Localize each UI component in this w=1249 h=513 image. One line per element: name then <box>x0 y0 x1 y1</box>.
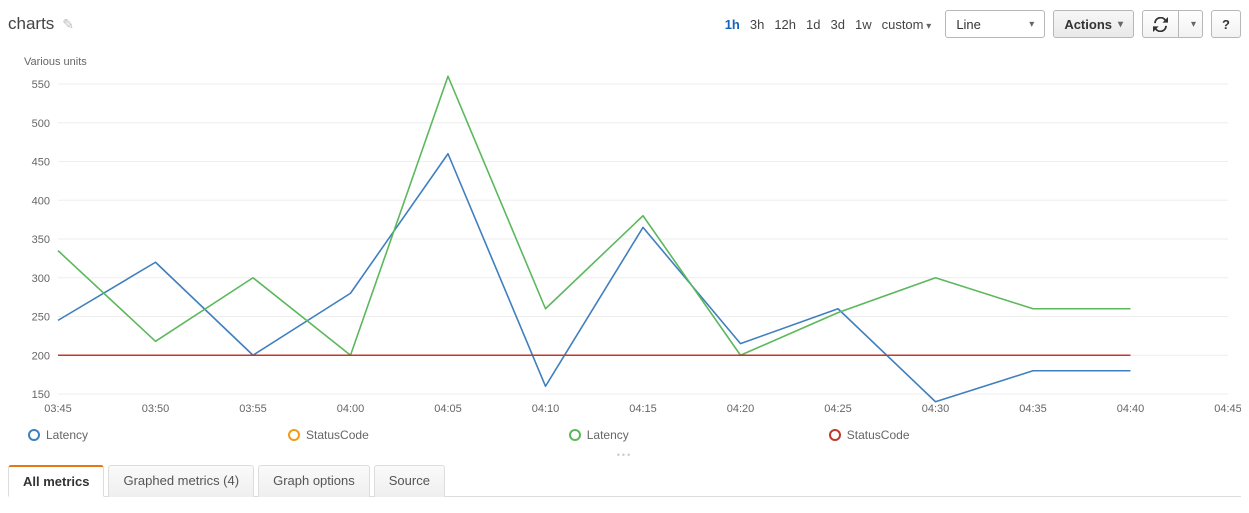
chart-legend: Latency StatusCode Latency StatusCode <box>8 428 1241 442</box>
tab-graph-options[interactable]: Graph options <box>258 465 370 497</box>
svg-text:04:05: 04:05 <box>434 403 462 415</box>
time-range-3h[interactable]: 3h <box>750 17 764 32</box>
actions-label: Actions <box>1064 17 1112 32</box>
time-range-12h[interactable]: 12h <box>774 17 796 32</box>
svg-text:550: 550 <box>32 79 50 91</box>
legend-item[interactable]: StatusCode <box>288 428 369 442</box>
svg-text:04:20: 04:20 <box>727 403 755 415</box>
svg-text:350: 350 <box>32 234 50 246</box>
chevron-down-icon: ▾ <box>1029 19 1034 30</box>
svg-text:04:35: 04:35 <box>1019 403 1047 415</box>
y-axis-label: Various units <box>24 56 1241 68</box>
refresh-button[interactable] <box>1142 10 1178 38</box>
chevron-down-icon: ▾ <box>1191 19 1196 30</box>
chevron-down-icon: ▾ <box>1118 19 1123 30</box>
time-range-1d[interactable]: 1d <box>806 17 820 32</box>
refresh-button-group: ▾ <box>1142 10 1203 38</box>
legend-item[interactable]: Latency <box>569 428 629 442</box>
svg-text:450: 450 <box>32 157 50 169</box>
svg-text:200: 200 <box>32 350 50 362</box>
svg-text:04:30: 04:30 <box>922 403 950 415</box>
resize-grip-icon[interactable]: ••• <box>8 450 1241 460</box>
svg-text:150: 150 <box>32 389 50 401</box>
svg-text:400: 400 <box>32 195 50 207</box>
svg-text:300: 300 <box>32 273 50 285</box>
svg-text:04:10: 04:10 <box>532 403 560 415</box>
tabs-bar: All metricsGraphed metrics (4)Graph opti… <box>8 464 1241 497</box>
legend-label: StatusCode <box>847 428 910 442</box>
chart-type-value: Line <box>956 17 981 32</box>
tab-source[interactable]: Source <box>374 465 445 497</box>
svg-text:250: 250 <box>32 312 50 324</box>
time-range-3d[interactable]: 3d <box>831 17 845 32</box>
legend-swatch <box>288 429 300 441</box>
refresh-icon <box>1153 17 1168 32</box>
header-controls: Line ▾ Actions ▾ ▾ ? <box>945 10 1241 38</box>
svg-text:03:50: 03:50 <box>142 403 170 415</box>
header-bar: charts ✎ 1h 3h 12h 1d 3d 1w custom Line ▾ Acti… <box>8 6 1241 42</box>
legend-label: Latency <box>587 428 629 442</box>
legend-swatch <box>569 429 581 441</box>
page-title: charts <box>8 14 54 34</box>
svg-text:04:40: 04:40 <box>1117 403 1145 415</box>
legend-swatch <box>28 429 40 441</box>
svg-text:03:45: 03:45 <box>44 403 72 415</box>
legend-item[interactable]: StatusCode <box>829 428 910 442</box>
svg-text:04:15: 04:15 <box>629 403 657 415</box>
refresh-menu-button[interactable]: ▾ <box>1178 10 1203 38</box>
time-range-1w[interactable]: 1w <box>855 17 872 32</box>
tab-all-metrics[interactable]: All metrics <box>8 465 104 497</box>
chart-type-select[interactable]: Line ▾ <box>945 10 1045 38</box>
time-range-custom[interactable]: custom <box>882 17 932 32</box>
actions-button[interactable]: Actions ▾ <box>1053 10 1134 38</box>
svg-text:03:55: 03:55 <box>239 403 267 415</box>
legend-item[interactable]: Latency <box>28 428 88 442</box>
svg-text:04:25: 04:25 <box>824 403 852 415</box>
svg-text:04:45: 04:45 <box>1214 403 1241 415</box>
help-icon: ? <box>1222 17 1230 32</box>
tab-graphed-metrics-4[interactable]: Graphed metrics (4) <box>108 465 254 497</box>
edit-title-icon[interactable]: ✎ <box>62 16 74 33</box>
svg-text:500: 500 <box>32 118 50 130</box>
svg-text:04:00: 04:00 <box>337 403 365 415</box>
legend-label: StatusCode <box>306 428 369 442</box>
help-button[interactable]: ? <box>1211 10 1241 38</box>
time-range-1h[interactable]: 1h <box>725 17 740 32</box>
line-chart: 150 200 250 300 350 400 450 500 550 03:45 03:50 03:… <box>8 74 1241 424</box>
legend-swatch <box>829 429 841 441</box>
chart-area: 150 200 250 300 350 400 450 500 550 03:45 03:50 03:… <box>8 74 1241 424</box>
legend-label: Latency <box>46 428 88 442</box>
time-range-picker: 1h 3h 12h 1d 3d 1w custom <box>725 17 932 32</box>
